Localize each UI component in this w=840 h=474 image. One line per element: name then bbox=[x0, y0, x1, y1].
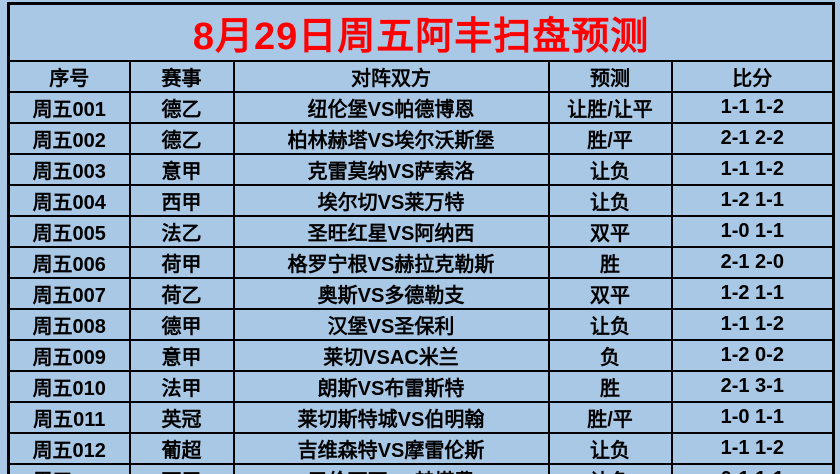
cell-score: 1-2 1-1 bbox=[670, 184, 835, 217]
cell-prediction: 胜/平 bbox=[547, 122, 673, 155]
cell-prediction: 胜/平 bbox=[547, 401, 673, 434]
column-header-prediction: 预测 bbox=[547, 60, 673, 93]
cell-match-id: 周五008 bbox=[7, 308, 131, 341]
cell-match-id: 周五004 bbox=[7, 184, 131, 217]
cell-league: 德乙 bbox=[128, 91, 235, 124]
cell-league: 德乙 bbox=[128, 122, 235, 155]
cell-league: 葡超 bbox=[128, 432, 235, 465]
cell-matchup: 柏林赫塔VS埃尔沃斯堡 bbox=[232, 122, 550, 155]
cell-match-id: 周五007 bbox=[7, 277, 131, 310]
table-row: 周五001 德乙 纽伦堡VS帕德博恩 让胜/让平 1-1 1-2 bbox=[7, 91, 835, 124]
cell-matchup: 埃尔切VS莱万特 bbox=[232, 184, 550, 217]
table-row: 周五008 德甲 汉堡VS圣保利 让负 1-1 1-2 bbox=[7, 308, 835, 341]
cell-prediction: 让负 bbox=[547, 463, 673, 474]
cell-matchup: 朗斯VS布雷斯特 bbox=[232, 370, 550, 403]
cell-league: 英冠 bbox=[128, 401, 235, 434]
cell-score: 1-1 1-2 bbox=[670, 432, 835, 465]
cell-match-id: 周五009 bbox=[7, 339, 131, 372]
cell-match-id: 周五005 bbox=[7, 215, 131, 248]
cell-score: 2-1 3-1 bbox=[670, 370, 835, 403]
cell-league: 西甲 bbox=[128, 184, 235, 217]
cell-score: 1-2 0-2 bbox=[670, 339, 835, 372]
table-row: 周五005 法乙 圣旺红星VS阿纳西 双平 1-0 1-1 bbox=[7, 215, 835, 248]
cell-matchup: 莱切斯特城VS伯明翰 bbox=[232, 401, 550, 434]
cell-prediction: 双平 bbox=[547, 215, 673, 248]
cell-league: 荷甲 bbox=[128, 246, 235, 279]
cell-prediction: 双平 bbox=[547, 277, 673, 310]
table-row: 周五010 法甲 朗斯VS布雷斯特胜 2-1 3-1 bbox=[7, 370, 835, 403]
cell-matchup: 吉维森特VS摩雷伦斯 bbox=[232, 432, 550, 465]
cell-match-id: 周五012 bbox=[7, 432, 131, 465]
column-header-matchup: 对阵双方 bbox=[232, 60, 550, 93]
cell-prediction: 让负 bbox=[547, 153, 673, 186]
cell-league: 法甲 bbox=[128, 370, 235, 403]
cell-match-id: 周五002 bbox=[7, 122, 131, 155]
table-row: 周五009 意甲 莱切VSAC米兰负 1-2 0-2 bbox=[7, 339, 835, 372]
cell-match-id: 周五013 bbox=[7, 463, 131, 474]
cell-league: 西甲 bbox=[128, 463, 235, 474]
table-row: 周五011 英冠 莱切斯特城VS伯明翰 胜/平 1-0 1-1 bbox=[7, 401, 835, 434]
prediction-table: 8月29日周五阿丰扫盘预测 序号 赛事 对阵双方 预测 比分 周五001 德乙 纽伦… bbox=[7, 2, 836, 474]
cell-league: 德甲 bbox=[128, 308, 235, 341]
table-row: 周五012 葡超 吉维森特VS摩雷伦斯 让负 1-1 1-2 bbox=[7, 432, 835, 465]
cell-league: 荷乙 bbox=[128, 277, 235, 310]
cell-score: 1-1 1-2 bbox=[670, 91, 835, 124]
cell-score: 1-1 1-2 bbox=[670, 153, 835, 186]
cell-matchup: 汉堡VS圣保利 bbox=[232, 308, 550, 341]
table-row: 周五002 德乙 柏林赫塔VS埃尔沃斯堡 胜/平 2-1 2-2 bbox=[7, 122, 835, 155]
table-row: 周五007 荷乙 奥斯VS多德勒支 双平 1-2 1-1 bbox=[7, 277, 835, 310]
cell-match-id: 周五010 bbox=[7, 370, 131, 403]
table-row: 周五006 荷甲 格罗宁根VS赫拉克勒斯胜 2-1 2-0 bbox=[7, 246, 835, 279]
cell-match-id: 周五006 bbox=[7, 246, 131, 279]
cell-match-id: 周五003 bbox=[7, 153, 131, 186]
cell-score: 1-0 1-1 bbox=[670, 215, 835, 248]
cell-prediction: 让负 bbox=[547, 308, 673, 341]
cell-matchup: 莱切VSAC米兰 bbox=[232, 339, 550, 372]
cell-prediction: 胜 bbox=[547, 370, 673, 403]
cell-matchup: 克雷莫纳VS萨索洛 bbox=[232, 153, 550, 186]
cell-matchup: 巴伦西亚VS赫塔费 bbox=[232, 463, 550, 474]
cell-matchup: 圣旺红星VS阿纳西 bbox=[232, 215, 550, 248]
cell-prediction: 让负 bbox=[547, 432, 673, 465]
column-header-score: 比分 bbox=[670, 60, 835, 93]
page-title: 8月29日周五阿丰扫盘预测 bbox=[7, 2, 835, 62]
cell-score: 0-1 1-1 bbox=[670, 463, 835, 474]
column-header-league: 赛事 bbox=[128, 60, 235, 93]
cell-prediction: 让负 bbox=[547, 184, 673, 217]
cell-match-id: 周五011 bbox=[7, 401, 131, 434]
column-header-match-id: 序号 bbox=[7, 60, 131, 93]
cell-prediction: 胜 bbox=[547, 246, 673, 279]
cell-score: 1-2 1-1 bbox=[670, 277, 835, 310]
cell-matchup: 纽伦堡VS帕德博恩 bbox=[232, 91, 550, 124]
cell-score: 1-1 1-2 bbox=[670, 308, 835, 341]
cell-league: 法乙 bbox=[128, 215, 235, 248]
table-row: 周五004 西甲 埃尔切VS莱万特 让负 1-2 1-1 bbox=[7, 184, 835, 217]
cell-matchup: 格罗宁根VS赫拉克勒斯 bbox=[232, 246, 550, 279]
cell-league: 意甲 bbox=[128, 153, 235, 186]
cell-prediction: 负 bbox=[547, 339, 673, 372]
cell-matchup: 奥斯VS多德勒支 bbox=[232, 277, 550, 310]
table-row: 周五013西甲巴伦西亚VS赫塔费让负0-1 1-1 bbox=[7, 463, 835, 474]
cell-score: 2-1 2-2 bbox=[670, 122, 835, 155]
table-header-row: 序号 赛事 对阵双方 预测 比分 bbox=[7, 60, 835, 93]
table-row: 周五003 意甲 克雷莫纳VS萨索洛 让负 1-1 1-2 bbox=[7, 153, 835, 186]
title-row: 8月29日周五阿丰扫盘预测 bbox=[7, 2, 835, 62]
cell-league: 意甲 bbox=[128, 339, 235, 372]
cell-match-id: 周五001 bbox=[7, 91, 131, 124]
table-body: 周五001 德乙 纽伦堡VS帕德博恩 让胜/让平 1-1 1-2 周五002 德乙 柏林赫塔V… bbox=[7, 91, 835, 474]
cell-prediction: 让胜/让平 bbox=[547, 91, 673, 124]
cell-score: 1-0 1-1 bbox=[670, 401, 835, 434]
cell-score: 2-1 2-0 bbox=[670, 246, 835, 279]
